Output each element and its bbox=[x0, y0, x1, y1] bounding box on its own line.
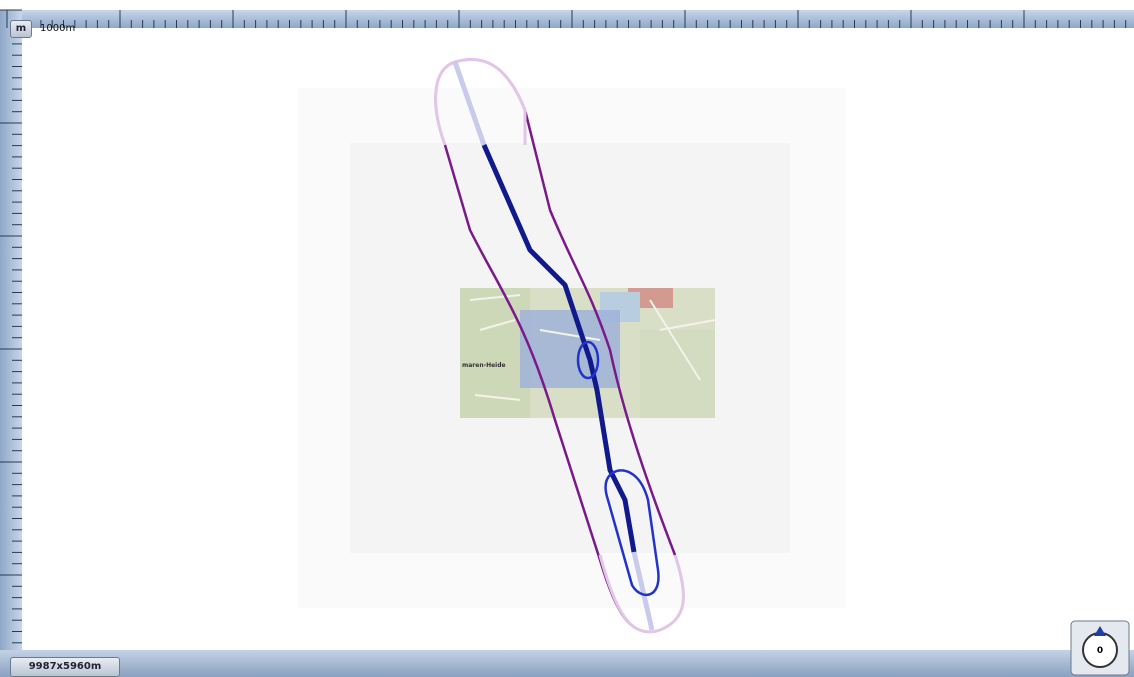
status-bar bbox=[0, 650, 1134, 677]
canvas: maren-Heide 0 1000m bbox=[0, 0, 1134, 677]
place-label: maren-Heide bbox=[462, 362, 506, 369]
map-size[interactable]: 9987x5960m bbox=[10, 657, 120, 677]
top-ruler bbox=[0, 10, 1134, 28]
left-ruler bbox=[0, 10, 22, 650]
compass: 0 bbox=[1071, 621, 1129, 675]
compass-heading: 0 bbox=[1097, 646, 1103, 656]
map-editor: maren-Heide 0 1000m m 9987x5960m bbox=[0, 0, 1134, 677]
unit-button[interactable]: m bbox=[10, 20, 32, 38]
scale-label: 1000m bbox=[40, 23, 75, 34]
